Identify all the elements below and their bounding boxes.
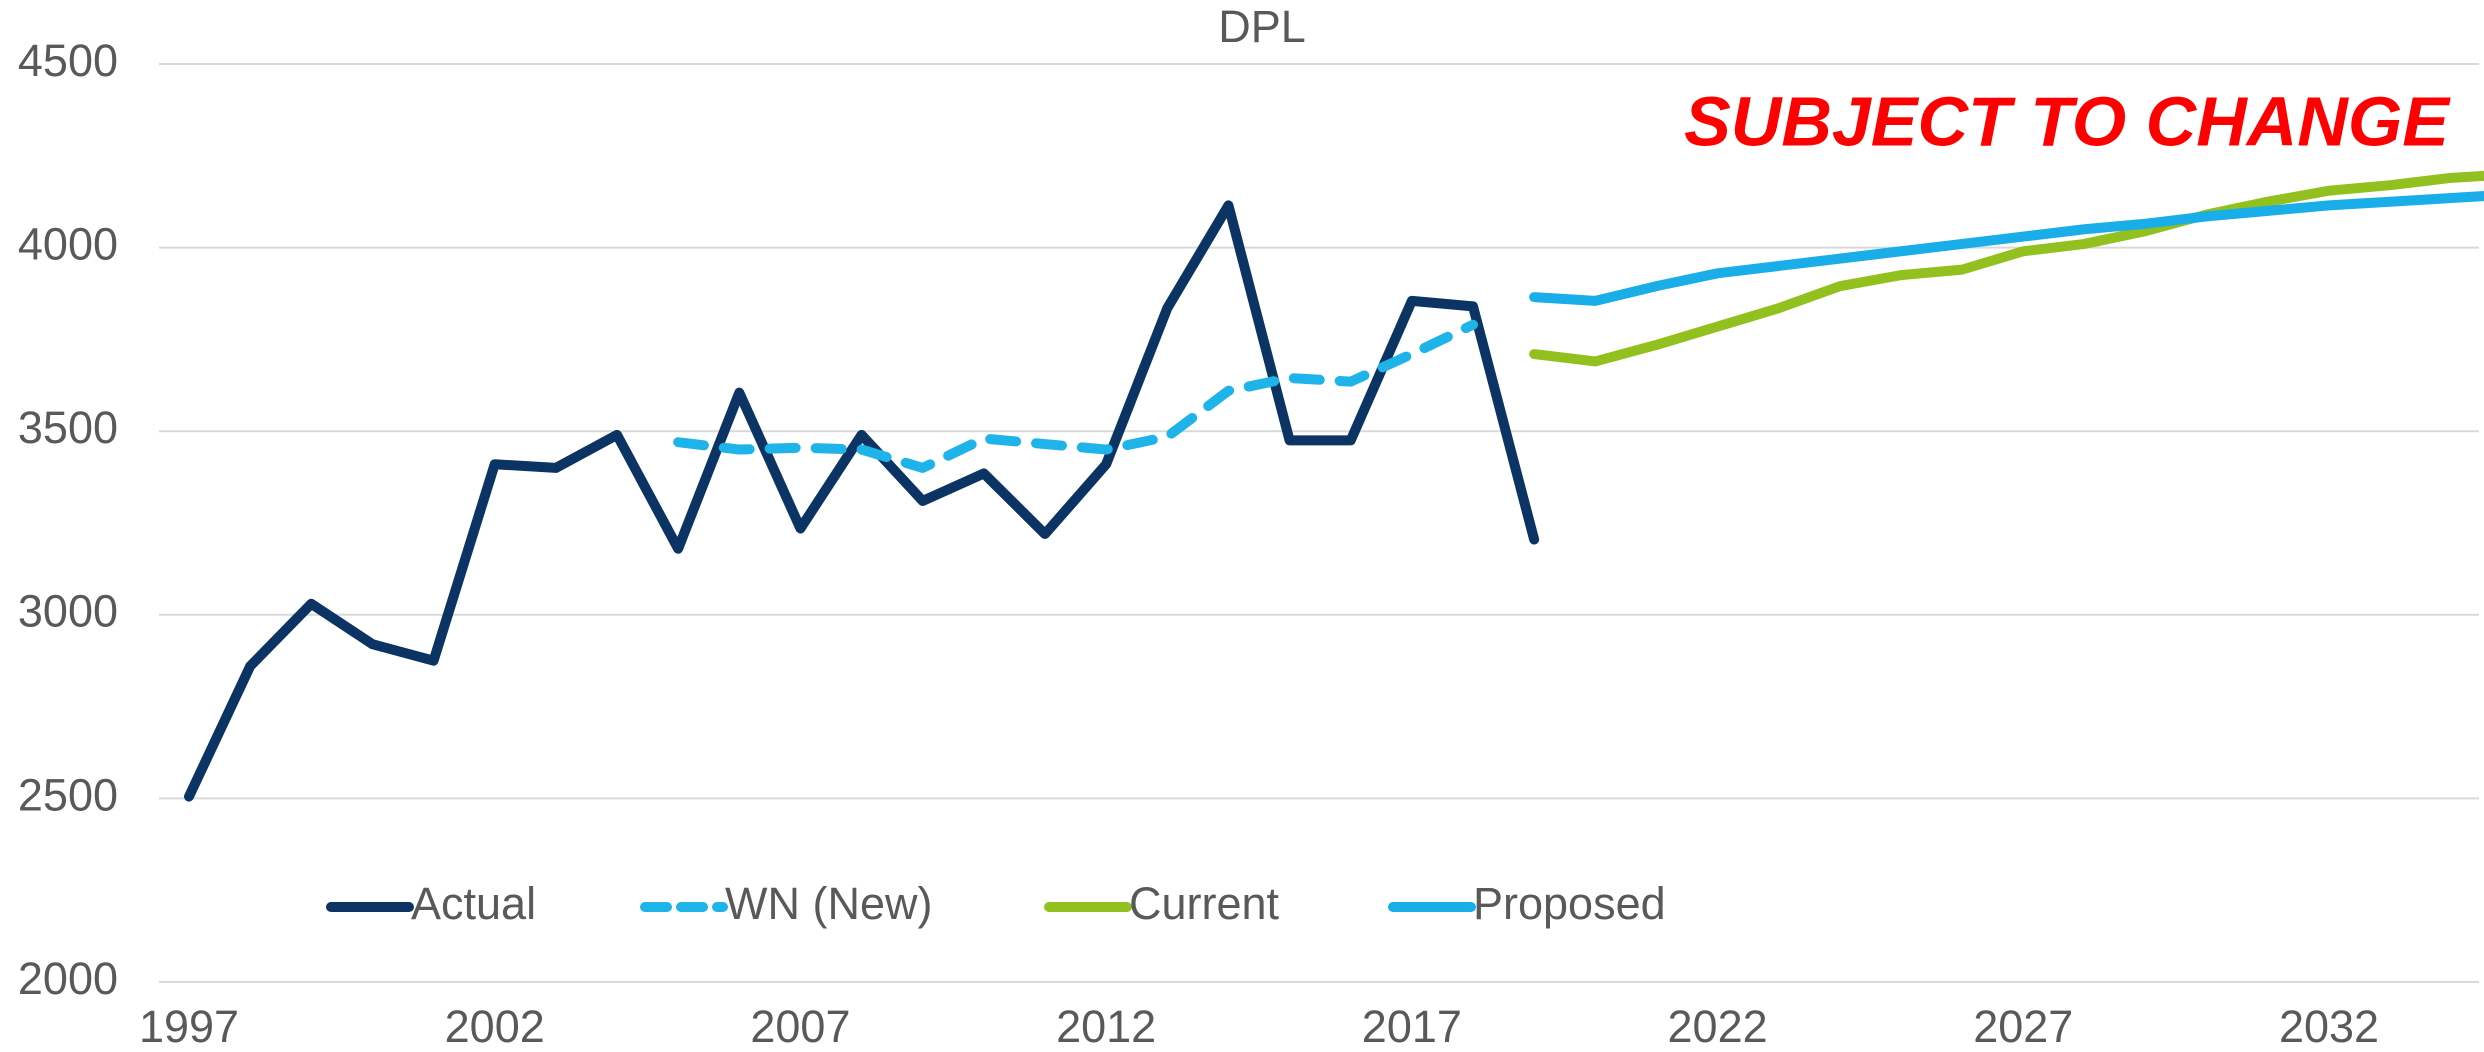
legend-label: Actual [411, 878, 536, 929]
series-line [189, 205, 1534, 796]
x-tick-label: 2002 [445, 1001, 545, 1052]
x-tick-label: 2027 [1973, 1001, 2073, 1052]
legend-label: Proposed [1473, 878, 1666, 929]
x-tick-label: 1997 [139, 1001, 239, 1052]
y-tick-label: 4000 [18, 218, 118, 269]
x-tick-label: 2032 [2279, 1001, 2379, 1052]
y-tick-label: 3000 [18, 586, 118, 637]
legend-label: Current [1129, 878, 1280, 929]
chart-title: DPL [1218, 1, 1306, 52]
page: {"chart_data": {"type": "line", "title":… [0, 0, 2484, 1052]
y-tick-label: 2500 [18, 769, 118, 820]
chart: DPL SUBJECT TO CHANGE 2000 2500 3000 3500 40… [0, 0, 2484, 1052]
y-tick-label: 2000 [18, 953, 118, 1004]
series-line [678, 325, 1473, 468]
annotation: SUBJECT TO CHANGE [1684, 82, 2451, 160]
x-tick-label: 2007 [750, 1001, 850, 1052]
x-tick-label: 2017 [1362, 1001, 1462, 1052]
x-tick-label: 2012 [1056, 1001, 1156, 1052]
x-tick-label: 2022 [1668, 1001, 1768, 1052]
y-tick-label: 3500 [18, 402, 118, 453]
y-tick-label: 4500 [18, 35, 118, 86]
legend-label: WN (New) [725, 878, 932, 929]
